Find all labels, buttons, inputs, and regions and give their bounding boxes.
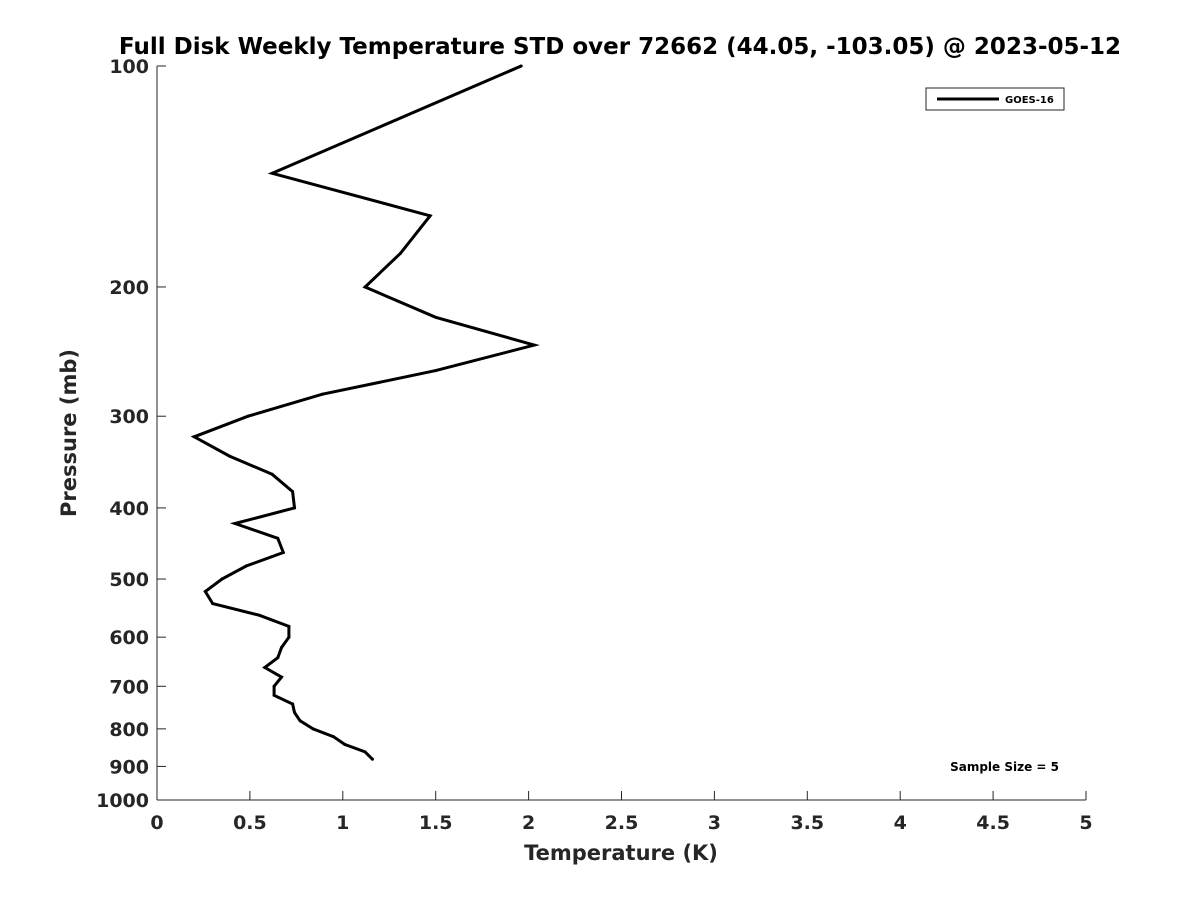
y-tick-label: 400 xyxy=(109,498,149,520)
data-point xyxy=(276,656,280,660)
data-point xyxy=(519,64,523,68)
y-tick-label: 1000 xyxy=(96,790,149,812)
data-point xyxy=(280,675,283,679)
data-point xyxy=(192,435,196,439)
data-point xyxy=(257,613,261,617)
chart-title: Full Disk Weekly Temperature STD over 72… xyxy=(119,34,1121,60)
y-tick-label: 100 xyxy=(109,56,149,78)
data-point xyxy=(287,624,291,628)
x-tick-label: 0 xyxy=(150,812,163,834)
y-tick-label: 600 xyxy=(109,627,149,649)
y-axis-label: Pressure (mb) xyxy=(57,349,81,517)
data-point xyxy=(270,171,274,175)
data-point xyxy=(311,727,315,731)
data-point xyxy=(272,693,276,697)
x-tick-label: 2 xyxy=(522,812,535,834)
x-tick-label: 1 xyxy=(336,812,349,834)
x-tick-label: 2.5 xyxy=(605,812,639,834)
x-tick-label: 5 xyxy=(1079,812,1092,834)
data-point xyxy=(228,454,231,458)
x-tick-label: 4 xyxy=(894,812,907,834)
data-point xyxy=(293,711,296,714)
data-point xyxy=(434,315,438,319)
data-point xyxy=(233,522,237,525)
x-tick-label: 4.5 xyxy=(976,812,1010,834)
data-point xyxy=(343,742,347,746)
data-point xyxy=(220,577,224,581)
data-point xyxy=(320,392,324,396)
data-point xyxy=(270,472,274,476)
y-tick-label: 800 xyxy=(109,719,149,741)
legend-label-goes-16: GOES-16 xyxy=(1005,95,1054,106)
data-point xyxy=(532,343,536,347)
data-point xyxy=(291,490,295,494)
data-point xyxy=(280,646,283,650)
x-axis-ticks: 0 0.5 1 1.5 2 2.5 3 3.5 4 4.5 5 xyxy=(150,791,1093,834)
y-tick-label: 200 xyxy=(109,277,149,299)
data-point xyxy=(276,536,280,540)
data-point xyxy=(244,564,248,568)
x-tick-label: 1.5 xyxy=(419,812,453,834)
plot-area xyxy=(156,66,1086,801)
data-point xyxy=(434,369,438,373)
data-point xyxy=(203,590,207,593)
y-tick-label: 900 xyxy=(109,756,149,778)
data-point xyxy=(211,602,215,606)
data-point xyxy=(246,414,250,418)
x-tick-label: 0.5 xyxy=(233,812,267,834)
y-tick-label: 300 xyxy=(109,406,149,428)
data-point xyxy=(363,285,367,289)
x-tick-label: 3 xyxy=(708,812,721,834)
data-point xyxy=(281,551,285,554)
data-point xyxy=(272,684,276,688)
data-point xyxy=(287,635,291,639)
sample-size-annotation: Sample Size = 5 xyxy=(950,760,1059,774)
data-point xyxy=(332,735,335,739)
data-point xyxy=(293,506,296,510)
data-point xyxy=(428,214,432,218)
data-point xyxy=(363,750,367,754)
y-tick-label: 500 xyxy=(109,569,149,591)
legend: GOES-16 xyxy=(925,87,1065,111)
x-tick-label: 3.5 xyxy=(790,812,824,834)
y-tick-label: 700 xyxy=(109,676,149,698)
y-axis-ticks: 100 200 300 400 500 600 700 800 900 1000 xyxy=(96,56,166,812)
data-point xyxy=(263,666,267,669)
data-point xyxy=(398,251,402,255)
data-point xyxy=(371,757,374,761)
data-point xyxy=(291,702,295,706)
series-line-goes-16 xyxy=(190,64,540,761)
series-layer xyxy=(190,64,540,761)
data-point xyxy=(298,719,302,723)
x-axis-label: Temperature (K) xyxy=(524,841,718,865)
